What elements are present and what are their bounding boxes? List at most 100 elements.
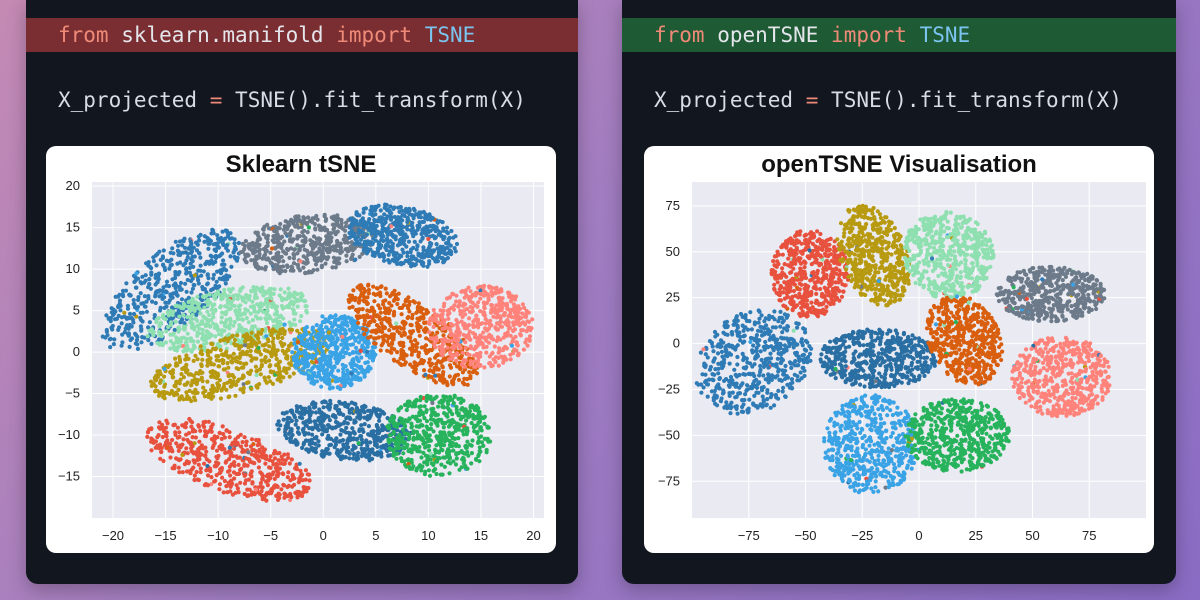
data-point: [412, 239, 417, 244]
data-point: [350, 426, 355, 431]
data-point: [314, 251, 319, 256]
data-point: [144, 309, 149, 314]
data-point: [202, 315, 207, 320]
data-point: [128, 337, 133, 343]
data-point: [304, 325, 309, 330]
data-point: [465, 376, 470, 382]
data-point: [199, 321, 204, 326]
data-point: [387, 239, 392, 244]
data-point: [299, 337, 304, 342]
data-point: [482, 289, 487, 294]
data-point: [241, 333, 246, 339]
data-point: [237, 323, 242, 328]
data-point: [456, 304, 461, 309]
data-point: [243, 259, 248, 264]
data-point: [307, 406, 312, 411]
data-point: [474, 344, 479, 349]
data-point: [354, 345, 359, 350]
data-point: [484, 350, 489, 355]
data-point: [344, 331, 349, 336]
data-point: [433, 355, 438, 360]
data-point: [340, 378, 345, 384]
data-point: [487, 360, 493, 366]
data-point: [411, 206, 416, 211]
chart-title: Sklearn tSNE: [226, 151, 377, 178]
data-point: [375, 425, 380, 430]
data-point: [371, 284, 376, 289]
data-point: [312, 254, 317, 259]
data-point: [327, 382, 332, 387]
data-point: [524, 337, 529, 342]
data-point: [176, 325, 181, 331]
data-point: [147, 320, 152, 325]
data-point: [410, 312, 415, 317]
x-tick-label: −15: [155, 528, 177, 543]
data-point: [372, 341, 377, 346]
data-point: [371, 429, 376, 434]
data-point: [521, 347, 526, 352]
data-point: [316, 439, 321, 444]
data-point: [384, 291, 389, 296]
data-point: [444, 338, 449, 343]
data-point: [445, 312, 450, 317]
data-point: [497, 349, 502, 354]
data-point: [341, 366, 346, 371]
data-point: [342, 419, 347, 424]
data-point: [299, 314, 304, 319]
data-point: [352, 241, 357, 246]
data-point: [354, 437, 359, 442]
data-point: [256, 265, 261, 270]
data-point: [313, 262, 319, 267]
data-point: [218, 338, 223, 343]
data-point: [223, 312, 228, 317]
data-point: [490, 293, 495, 298]
data-point: [448, 333, 453, 338]
data-point: [153, 272, 158, 277]
data-point: [174, 340, 179, 345]
data-point: [370, 306, 375, 311]
data-point: [309, 332, 314, 337]
data-point: [405, 254, 410, 259]
data-point: [302, 411, 307, 416]
data-point: [255, 302, 260, 307]
data-point: [119, 315, 124, 320]
data-point: [139, 326, 144, 332]
data-point: [175, 248, 180, 254]
data-point: [323, 218, 328, 223]
data-point: [346, 449, 351, 455]
data-point: [146, 325, 151, 330]
data-point: [181, 324, 186, 329]
data-point: [191, 245, 196, 250]
data-point: [450, 323, 455, 328]
data-point: [232, 337, 238, 343]
data-point: [312, 221, 317, 227]
data-point: [465, 351, 470, 356]
data-point: [461, 301, 466, 306]
data-point: [169, 262, 174, 267]
data-point: [317, 247, 322, 252]
data-point: [475, 304, 480, 309]
data-point: [362, 318, 367, 323]
data-point: [134, 271, 139, 276]
data-point: [447, 363, 453, 368]
data-point: [461, 332, 466, 337]
data-point: [175, 293, 180, 298]
data-point: [199, 363, 204, 369]
data-point: [312, 436, 317, 441]
data-point: [406, 335, 411, 340]
data-point: [256, 249, 262, 254]
data-point: [248, 244, 253, 249]
data-point: [475, 319, 480, 324]
points-layer: [100, 202, 535, 503]
data-point: [211, 242, 216, 247]
data-point: [402, 322, 407, 327]
data-point: [195, 323, 200, 328]
data-point: [335, 448, 340, 453]
data-point: [149, 341, 154, 346]
data-point: [179, 394, 184, 399]
data-point: [195, 390, 200, 395]
data-point: [190, 286, 195, 291]
data-point: [496, 355, 501, 360]
data-point: [246, 335, 251, 341]
data-point: [216, 327, 221, 332]
